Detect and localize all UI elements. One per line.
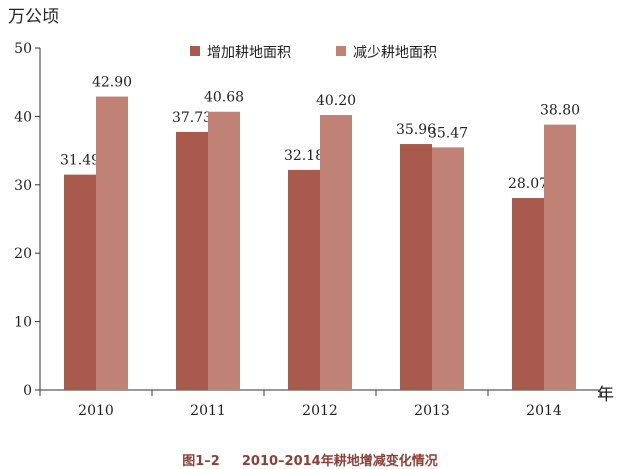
figure-number: 图1–2: [182, 454, 220, 469]
y-tick-label: 0: [23, 383, 32, 399]
bar-data-label: 35.96: [396, 122, 436, 138]
bars: 2010 31.49 42.90 2011 37.73 40.68 2012 32.18 40.…: [60, 75, 580, 419]
y-tick-label: 40: [14, 109, 32, 125]
y-tick-label: 10: [14, 315, 32, 331]
bar: [288, 169, 320, 390]
bar: [176, 131, 208, 390]
x-tick-label: 2010: [78, 403, 114, 419]
legend-label: 增加耕地面积: [207, 44, 291, 61]
x-tick-label: 2014: [526, 403, 562, 419]
x-tick-label: 2011: [190, 403, 226, 419]
bar-data-label: 28.07: [508, 176, 548, 192]
bar-data-label: 42.90: [92, 75, 132, 91]
bar: [320, 115, 352, 391]
y-tick-label: 30: [14, 178, 32, 194]
bar-data-label: 40.20: [316, 93, 356, 109]
bar: [432, 147, 464, 390]
figure-title: 2010–2014年耕地增减变化情况: [241, 454, 438, 469]
y-axis-title: 万公顷: [8, 7, 59, 27]
legend-label: 减少耕地面积: [353, 44, 437, 61]
bar-data-label: 35.47: [428, 125, 468, 141]
bar: [400, 144, 432, 390]
bar: [512, 198, 544, 390]
legend-swatch: [190, 46, 200, 56]
bar: [544, 124, 576, 390]
bar-data-label: 40.68: [204, 90, 244, 106]
bar-data-label: 37.73: [172, 110, 212, 126]
figure-caption: 图1–2 2010–2014年耕地增减变化情况: [0, 450, 620, 469]
x-axis-title: 年: [597, 385, 614, 405]
bar: [208, 111, 240, 390]
y-tick-label: 50: [14, 41, 32, 57]
legend-swatch: [336, 46, 346, 56]
x-tick-label: 2012: [302, 403, 338, 419]
bar: [96, 96, 128, 391]
legend: 增加耕地面积 减少耕地面积: [190, 44, 437, 61]
bar-data-label: 32.18: [284, 148, 324, 164]
bar-data-label: 31.49: [60, 153, 100, 169]
x-tick-label: 2013: [414, 403, 450, 419]
bar-data-label: 38.80: [540, 103, 580, 119]
bar: [64, 174, 96, 390]
y-tick-label: 20: [14, 246, 32, 262]
